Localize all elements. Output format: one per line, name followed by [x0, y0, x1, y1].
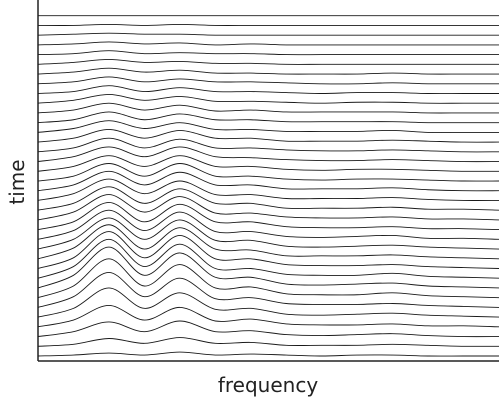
y-axis-label: time	[5, 159, 29, 204]
ridge-line	[38, 59, 499, 64]
ridge-line	[38, 225, 499, 259]
ridge-line	[38, 195, 499, 220]
chart: frequency time	[0, 0, 499, 407]
x-axis-label: frequency	[218, 373, 318, 397]
ridge-line	[38, 187, 499, 210]
ridge-line	[38, 94, 499, 103]
ridge-line	[38, 51, 499, 55]
ridge-line	[38, 138, 499, 152]
ridge-lines	[38, 16, 499, 356]
ridge-line	[38, 202, 499, 229]
ridge-line	[38, 321, 499, 337]
ridge-line	[38, 164, 499, 182]
ridge-line	[38, 24, 499, 25]
ridge-line	[38, 77, 499, 84]
ridge-line	[38, 68, 499, 74]
ridge-line	[38, 86, 499, 94]
ridge-line	[38, 338, 499, 347]
ridge-line	[38, 33, 499, 35]
ridge-line	[38, 259, 499, 298]
ridge-line	[38, 232, 499, 269]
ridge-line	[38, 352, 499, 356]
ridge-line	[38, 103, 499, 113]
ridge-line	[38, 288, 499, 317]
ridge-line	[38, 42, 499, 45]
ridge-line	[38, 171, 499, 191]
ridge-line	[38, 305, 499, 326]
ridge-line	[38, 129, 499, 142]
page: {"chart_data": {"type": "waterfall", "x_…	[0, 0, 499, 407]
